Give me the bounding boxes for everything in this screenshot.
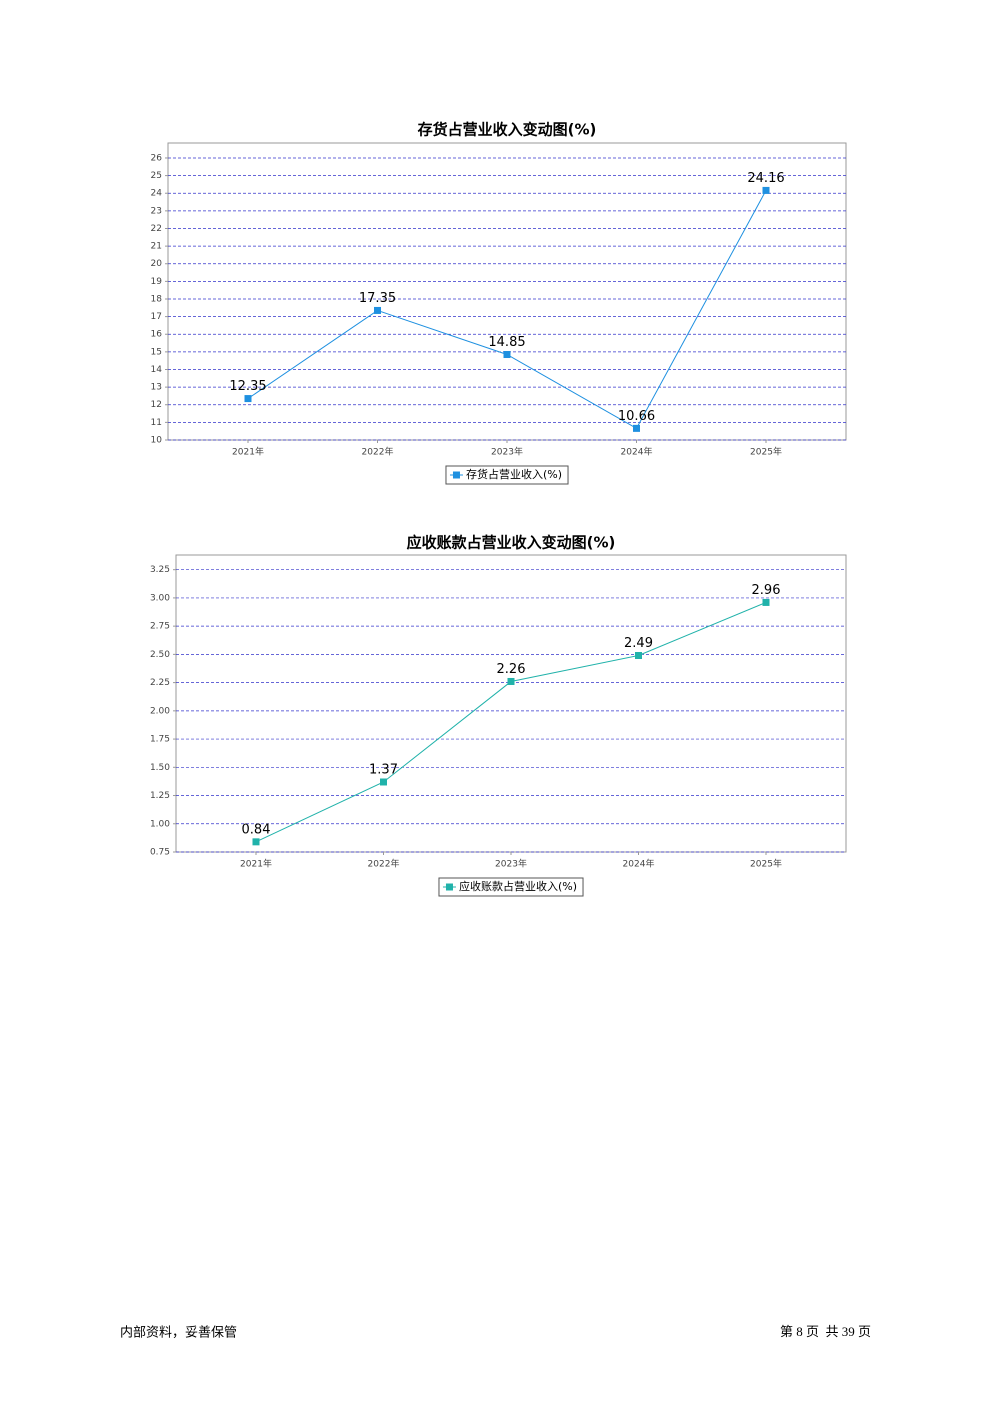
y-tick-label: 14 — [151, 365, 163, 375]
legend-label: 存货占营业收入(%) — [466, 467, 562, 481]
y-tick-label: 13 — [151, 383, 162, 393]
y-tick-label: 1.25 — [150, 791, 170, 801]
y-tick-label: 1.00 — [150, 819, 170, 829]
y-tick-label: 19 — [151, 277, 163, 287]
x-tick-label: 2021年 — [240, 858, 272, 870]
chart-title: 应收账款占营业收入变动图(%) — [407, 534, 616, 552]
x-tick-label: 2025年 — [750, 858, 782, 870]
y-tick-label: 22 — [151, 224, 162, 234]
data-label: 14.85 — [488, 335, 525, 350]
data-label: 2.96 — [752, 583, 781, 598]
plot-area — [167, 142, 847, 441]
x-tick-label: 2022年 — [362, 446, 394, 458]
y-tick-label: 15 — [151, 347, 162, 357]
y-tick-label: 2.75 — [150, 622, 170, 632]
data-point — [380, 778, 387, 786]
data-label: 24.16 — [747, 171, 784, 186]
legend-box — [445, 465, 569, 485]
y-tick-label: 17 — [151, 312, 162, 322]
y-tick-label: 18 — [151, 294, 163, 304]
data-point — [244, 395, 252, 403]
x-tick-label: 2023年 — [495, 858, 527, 870]
y-tick-label: 1.75 — [150, 735, 170, 745]
x-tick-label: 2025年 — [750, 446, 782, 458]
y-tick-label: 2.00 — [150, 706, 170, 716]
data-point — [252, 838, 260, 846]
y-tick-label: 23 — [151, 206, 162, 216]
chart-title: 存货占营业收入变动图(%) — [418, 121, 597, 139]
data-label: 1.37 — [369, 762, 398, 777]
plot-area — [175, 554, 847, 853]
footer-right: 第 8 页 共 39 页 — [780, 1324, 871, 1339]
data-point — [507, 677, 515, 685]
y-tick-label: 2.25 — [150, 678, 170, 688]
y-tick-label: 12 — [151, 400, 162, 410]
data-label: 10.66 — [618, 409, 655, 424]
data-label: 0.84 — [242, 822, 271, 837]
y-tick-label: 2.50 — [150, 650, 170, 660]
data-label: 17.35 — [359, 291, 396, 306]
data-label: 2.49 — [624, 636, 653, 651]
y-tick-label: 21 — [151, 242, 162, 252]
y-tick-label: 1.50 — [150, 763, 170, 773]
legend-label: 应收账款占营业收入(%) — [459, 879, 577, 893]
y-tick-label: 24 — [151, 189, 163, 199]
data-label: 12.35 — [229, 379, 266, 394]
legend-marker — [452, 471, 460, 479]
x-tick-label: 2021年 — [232, 446, 264, 458]
y-tick-label: 10 — [151, 436, 163, 446]
data-point — [762, 598, 770, 606]
data-point — [633, 424, 640, 432]
data-label: 2.26 — [497, 662, 526, 677]
y-tick-label: 3.00 — [150, 593, 170, 603]
x-tick-label: 2022年 — [368, 858, 400, 870]
y-tick-label: 11 — [151, 418, 162, 428]
data-point — [762, 186, 770, 194]
x-tick-label: 2024年 — [621, 446, 653, 458]
legend: 存货占营业收入(%) — [445, 465, 569, 485]
y-tick-label: 25 — [151, 171, 162, 181]
footer-left: 内部资料，妥善保管 — [120, 1325, 237, 1341]
y-tick-label: 0.75 — [150, 848, 170, 858]
legend-box — [438, 877, 584, 897]
y-tick-label: 20 — [151, 259, 163, 269]
x-tick-label: 2024年 — [623, 858, 655, 870]
data-point — [635, 652, 642, 660]
y-tick-label: 26 — [151, 153, 163, 163]
data-point — [374, 306, 381, 314]
legend-marker — [445, 883, 453, 891]
legend: 应收账款占营业收入(%) — [438, 877, 584, 897]
data-point — [503, 351, 511, 359]
y-tick-label: 3.25 — [150, 565, 170, 575]
y-tick-label: 16 — [151, 330, 163, 340]
x-tick-label: 2023年 — [491, 446, 523, 458]
